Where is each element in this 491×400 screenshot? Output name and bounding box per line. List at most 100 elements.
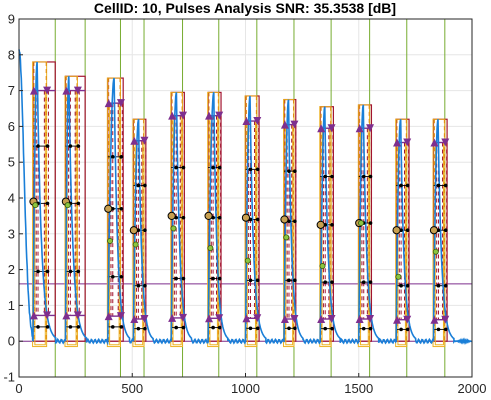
guide-dot <box>330 174 334 179</box>
level-triangle-marker <box>403 315 412 324</box>
y-tick-label: 7 <box>8 83 15 98</box>
guide-dot <box>255 326 260 331</box>
guide-dot <box>211 276 215 281</box>
guide-dot <box>211 165 215 170</box>
level-triangle-marker <box>441 138 450 147</box>
level-triangle-marker <box>317 124 326 133</box>
guide-dot <box>45 325 50 329</box>
guide-dot <box>36 325 40 329</box>
guide-dot <box>368 326 373 331</box>
guide-dot <box>76 325 81 329</box>
level-triangle-marker <box>140 136 149 145</box>
level-triangle-marker <box>130 136 139 145</box>
guide-dot <box>143 183 147 188</box>
level-triangle-marker <box>327 315 336 324</box>
level-triangle-marker <box>441 315 450 324</box>
green-marker <box>64 202 71 209</box>
level-triangle-marker <box>104 312 113 321</box>
guide-dot <box>293 219 297 224</box>
guide-dot <box>110 325 115 329</box>
guide-dot <box>76 144 81 148</box>
level-triangle-marker <box>29 86 38 95</box>
guide-dot <box>143 283 147 288</box>
green-marker <box>132 241 139 248</box>
guide-dot <box>217 165 222 170</box>
y-tick-label: 1 <box>8 298 15 313</box>
guide-dot <box>211 325 215 330</box>
green-marker <box>319 263 326 270</box>
level-triangle-marker <box>178 111 187 120</box>
guide-dot <box>217 325 222 330</box>
guide-dot <box>405 183 410 188</box>
guide-dot <box>143 228 147 233</box>
guide-dot <box>136 183 141 188</box>
y-tick-label: 5 <box>8 155 15 170</box>
guide-dot <box>323 174 328 179</box>
level-triangle-marker <box>168 111 177 120</box>
level-triangle-marker <box>168 313 177 322</box>
green-marker <box>170 225 177 232</box>
x-tick-label: 500 <box>121 381 143 396</box>
y-tick-label: 3 <box>8 226 15 241</box>
guide-dot <box>436 327 441 332</box>
y-tick-label: 9 <box>8 12 15 27</box>
level-triangle-marker <box>73 86 82 95</box>
level-triangle-marker <box>280 315 289 324</box>
guide-dot <box>181 325 186 330</box>
level-triangle-marker <box>205 314 214 323</box>
y-tick-label: 2 <box>8 262 15 277</box>
level-triangle-marker <box>242 314 251 323</box>
level-triangle-marker <box>62 86 71 95</box>
guide-dot <box>405 327 410 332</box>
x-tick-label: 1000 <box>231 381 260 396</box>
level-triangle-marker <box>104 99 113 108</box>
guide-dot <box>399 283 403 288</box>
guide-dot <box>119 155 124 159</box>
level-triangle-marker <box>62 311 71 320</box>
guide-dot <box>217 276 222 281</box>
guide-dot <box>323 280 328 284</box>
level-triangle-marker <box>430 138 439 147</box>
midpoint-marker <box>204 211 213 220</box>
level-triangle-marker <box>403 138 412 147</box>
guide-dot <box>217 215 222 220</box>
level-triangle-marker <box>393 315 402 324</box>
y-tick-label: 6 <box>8 119 15 134</box>
y-tick-label: 0 <box>8 334 15 349</box>
guide-dot <box>443 228 448 233</box>
guide-dot <box>368 174 373 179</box>
guide-dot <box>248 167 253 172</box>
pulse-markers <box>29 86 450 332</box>
level-triangle-marker <box>116 99 125 108</box>
guide-dot <box>330 223 334 227</box>
level-triangle-marker <box>130 315 139 324</box>
guide-dot <box>443 183 448 188</box>
guide-dot <box>110 274 115 279</box>
guide-dot <box>45 144 50 148</box>
signal-line <box>18 49 472 346</box>
guide-dot <box>255 167 260 172</box>
level-triangle-marker <box>242 117 251 126</box>
guide-dot <box>399 183 403 188</box>
guide-dot <box>181 276 186 281</box>
guide-dot <box>399 327 403 332</box>
guide-dot <box>36 269 40 274</box>
guide-dot <box>368 280 373 284</box>
guide-dot <box>436 183 441 188</box>
midpoint-marker <box>241 213 251 222</box>
level-triangle-marker <box>73 311 82 320</box>
midpoint-marker <box>167 211 176 220</box>
level-triangle-marker <box>205 111 214 120</box>
level-triangle-marker <box>290 315 299 324</box>
guide-dot <box>255 278 260 283</box>
midpoint-marker <box>429 226 439 235</box>
midpoint-marker <box>129 226 138 235</box>
guide-dot <box>323 326 328 331</box>
level-triangle-marker <box>215 111 224 120</box>
midpoint-marker <box>280 215 289 224</box>
x-tick-label: 0 <box>15 381 22 396</box>
guide-dot <box>181 215 186 220</box>
guide-dot <box>287 278 291 283</box>
